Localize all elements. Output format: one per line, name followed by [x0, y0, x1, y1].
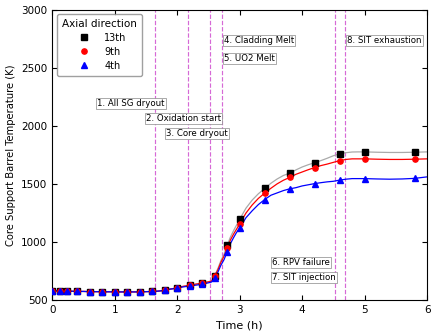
Line: 9th: 9th — [50, 156, 417, 295]
Legend: 13th, 9th, 4th: 13th, 9th, 4th — [57, 14, 142, 76]
Line: 13th: 13th — [50, 149, 417, 295]
13th — [187, 283, 192, 287]
9th — [362, 157, 367, 161]
4th — [212, 276, 217, 280]
4th — [112, 290, 117, 294]
9th — [137, 290, 142, 294]
13th — [212, 274, 217, 278]
13th — [337, 152, 342, 156]
9th — [150, 289, 155, 293]
Text: 8. SIT exhaustion: 8. SIT exhaustion — [347, 36, 422, 45]
Text: 2. Oxidation start: 2. Oxidation start — [146, 114, 221, 123]
9th — [50, 289, 55, 293]
4th — [237, 226, 242, 230]
Line: 4th: 4th — [50, 176, 417, 295]
13th — [99, 290, 105, 294]
9th — [112, 290, 117, 294]
4th — [125, 290, 130, 294]
Text: 4. Cladding Melt: 4. Cladding Melt — [224, 36, 294, 45]
4th — [187, 284, 192, 288]
9th — [412, 157, 417, 161]
13th — [174, 286, 180, 290]
13th — [112, 290, 117, 294]
13th — [75, 289, 80, 293]
4th — [262, 198, 267, 202]
13th — [162, 288, 167, 292]
13th — [262, 186, 267, 191]
13th — [412, 150, 417, 154]
4th — [57, 289, 62, 293]
13th — [200, 281, 205, 285]
4th — [287, 187, 292, 191]
4th — [412, 176, 417, 180]
13th — [150, 289, 155, 293]
9th — [174, 286, 180, 290]
4th — [75, 289, 80, 293]
13th — [87, 290, 92, 294]
Text: 6. RPV failure: 6. RPV failure — [272, 258, 330, 267]
13th — [312, 161, 317, 165]
Y-axis label: Core Support Barrel Temperature (K): Core Support Barrel Temperature (K) — [6, 64, 16, 246]
4th — [162, 288, 167, 292]
9th — [57, 289, 62, 293]
4th — [65, 289, 70, 293]
13th — [225, 243, 230, 247]
Text: 1. All SG dryout: 1. All SG dryout — [97, 99, 165, 108]
X-axis label: Time (h): Time (h) — [216, 321, 263, 330]
9th — [262, 191, 267, 195]
13th — [125, 290, 130, 294]
4th — [312, 181, 317, 185]
9th — [337, 159, 342, 163]
4th — [362, 177, 367, 181]
9th — [65, 289, 70, 293]
13th — [50, 289, 55, 293]
4th — [87, 290, 92, 294]
Text: 7. SIT injection: 7. SIT injection — [272, 274, 336, 283]
9th — [200, 281, 205, 285]
4th — [200, 282, 205, 286]
13th — [237, 217, 242, 221]
9th — [312, 166, 317, 170]
13th — [287, 171, 292, 175]
Text: 5. UO2 Melt: 5. UO2 Melt — [224, 54, 275, 63]
4th — [137, 290, 142, 294]
9th — [287, 175, 292, 179]
13th — [362, 150, 367, 154]
4th — [337, 178, 342, 182]
4th — [99, 290, 105, 294]
Text: 3. Core dryout: 3. Core dryout — [166, 129, 228, 138]
13th — [137, 290, 142, 294]
9th — [237, 222, 242, 226]
9th — [99, 290, 105, 294]
4th — [50, 289, 55, 293]
9th — [187, 283, 192, 287]
9th — [225, 246, 230, 250]
4th — [225, 250, 230, 254]
9th — [87, 290, 92, 294]
13th — [57, 289, 62, 293]
4th — [150, 289, 155, 293]
13th — [65, 289, 70, 293]
9th — [75, 289, 80, 293]
4th — [174, 286, 180, 290]
9th — [125, 290, 130, 294]
9th — [212, 274, 217, 278]
9th — [162, 288, 167, 292]
